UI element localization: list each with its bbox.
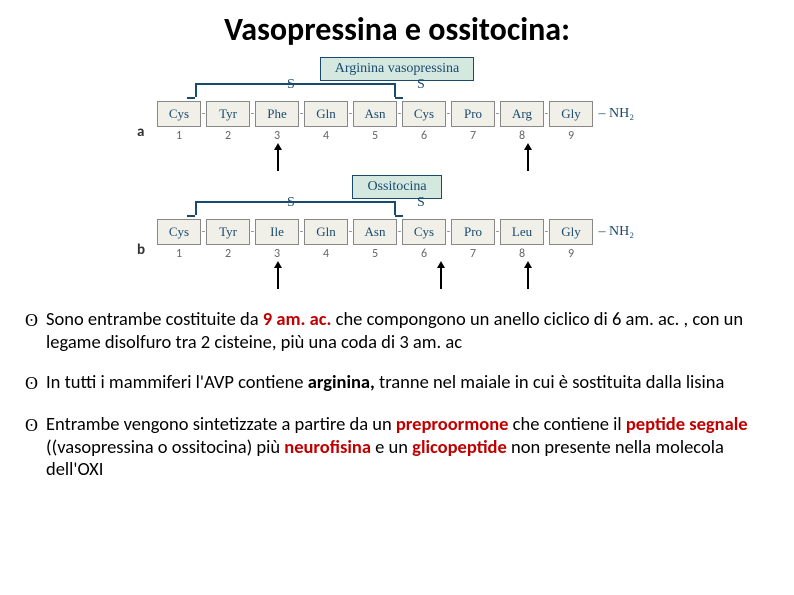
panel-b-num-row: 123456789 <box>157 247 637 261</box>
arrow-icon <box>440 267 442 289</box>
amino-box: Gly <box>549 219 593 245</box>
bullet-item: ʘ In tutti i mammiferi l'AVP contiene arg… <box>25 371 769 395</box>
num-cell: 1 <box>157 247 201 261</box>
panel-a-amino-row: Cys-Tyr-Phe-Gln-Asn-Cys-Pro-Arg-Gly – NH… <box>157 101 637 127</box>
num-cell: 2 <box>206 247 250 261</box>
amino-box: Tyr <box>206 219 250 245</box>
tail-label: – NH₂ <box>593 219 634 245</box>
panel-a-num-row: 123456789 <box>157 129 637 143</box>
num-cell: 7 <box>451 129 495 143</box>
num-cell: 4 <box>304 247 348 261</box>
bullet-list: ʘSono entrambe costituite da 9 am. ac. c… <box>20 308 774 481</box>
num-cell: 8 <box>500 247 544 261</box>
panel-a-s2: S <box>417 77 425 93</box>
amino-box: Cys <box>157 219 201 245</box>
panel-b-s2: S <box>417 195 425 211</box>
panel-b-title: Ossitocina <box>352 175 441 199</box>
bullet-item: ʘSono entrambe costituite da 9 am. ac. c… <box>25 308 769 353</box>
panel-a-title: Arginina vasopressina <box>320 57 475 81</box>
arrow-icon <box>277 267 279 289</box>
amino-box: Phe <box>255 101 299 127</box>
bullet-icon: ʘ <box>25 415 38 481</box>
amino-box: Cys <box>402 101 446 127</box>
amino-box: Ile <box>255 219 299 245</box>
arrow-icon <box>277 149 279 171</box>
panel-a-side-label: a <box>137 123 144 141</box>
panel-b-s1: S <box>287 195 295 211</box>
bullet-text: In tutti i mammiferi l'AVP contiene argi… <box>46 371 769 395</box>
bullet-icon: ʘ <box>25 373 38 395</box>
num-cell: 8 <box>500 129 544 143</box>
amino-box: Gly <box>549 101 593 127</box>
bullet-icon: ʘ <box>25 310 38 353</box>
num-cell: 3 <box>255 247 299 261</box>
bullet-text: Sono entrambe costituite da 9 am. ac. ch… <box>46 308 769 353</box>
bullet-item: ʘEntrambe vengono sintetizzate a partire… <box>25 413 769 481</box>
amino-box: Arg <box>500 101 544 127</box>
amino-box: Asn <box>353 219 397 245</box>
bullet-text: Entrambe vengono sintetizzate a partire … <box>46 413 769 481</box>
page-title: Vasopressina e ossitocina: <box>90 10 704 49</box>
num-cell: 7 <box>451 247 495 261</box>
num-cell: 5 <box>353 129 397 143</box>
diagram-container: Arginina vasopressina S S Cys-Tyr-Phe-Gl… <box>20 57 774 293</box>
amino-box: Tyr <box>206 101 250 127</box>
amino-box: Cys <box>402 219 446 245</box>
arrows-a <box>157 149 637 175</box>
num-cell: 3 <box>255 129 299 143</box>
num-cell: 9 <box>549 247 593 261</box>
amino-box: Gln <box>304 219 348 245</box>
amino-box: Pro <box>451 101 495 127</box>
num-cell: 5 <box>353 247 397 261</box>
panel-a: Arginina vasopressina S S Cys-Tyr-Phe-Gl… <box>157 57 637 143</box>
panel-a-s1: S <box>287 77 295 93</box>
tail-label: – NH₂ <box>593 101 634 127</box>
num-cell: 6 <box>402 129 446 143</box>
amino-box: Pro <box>451 219 495 245</box>
arrow-icon <box>527 149 529 171</box>
amino-box: Cys <box>157 101 201 127</box>
amino-box: Gln <box>304 101 348 127</box>
amino-box: Leu <box>500 219 544 245</box>
num-cell: 6 <box>402 247 446 261</box>
arrow-icon <box>527 267 529 289</box>
panel-b-side-label: b <box>137 241 145 259</box>
num-cell: 9 <box>549 129 593 143</box>
amino-box: Asn <box>353 101 397 127</box>
num-cell: 1 <box>157 129 201 143</box>
panel-b-amino-row: Cys-Tyr-Ile-Gln-Asn-Cys-Pro-Leu-Gly – NH… <box>157 219 637 245</box>
num-cell: 2 <box>206 129 250 143</box>
num-cell: 4 <box>304 129 348 143</box>
panel-b: Ossitocina S S Cys-Tyr-Ile-Gln-Asn-Cys-P… <box>157 175 637 261</box>
arrows-b <box>157 267 637 293</box>
